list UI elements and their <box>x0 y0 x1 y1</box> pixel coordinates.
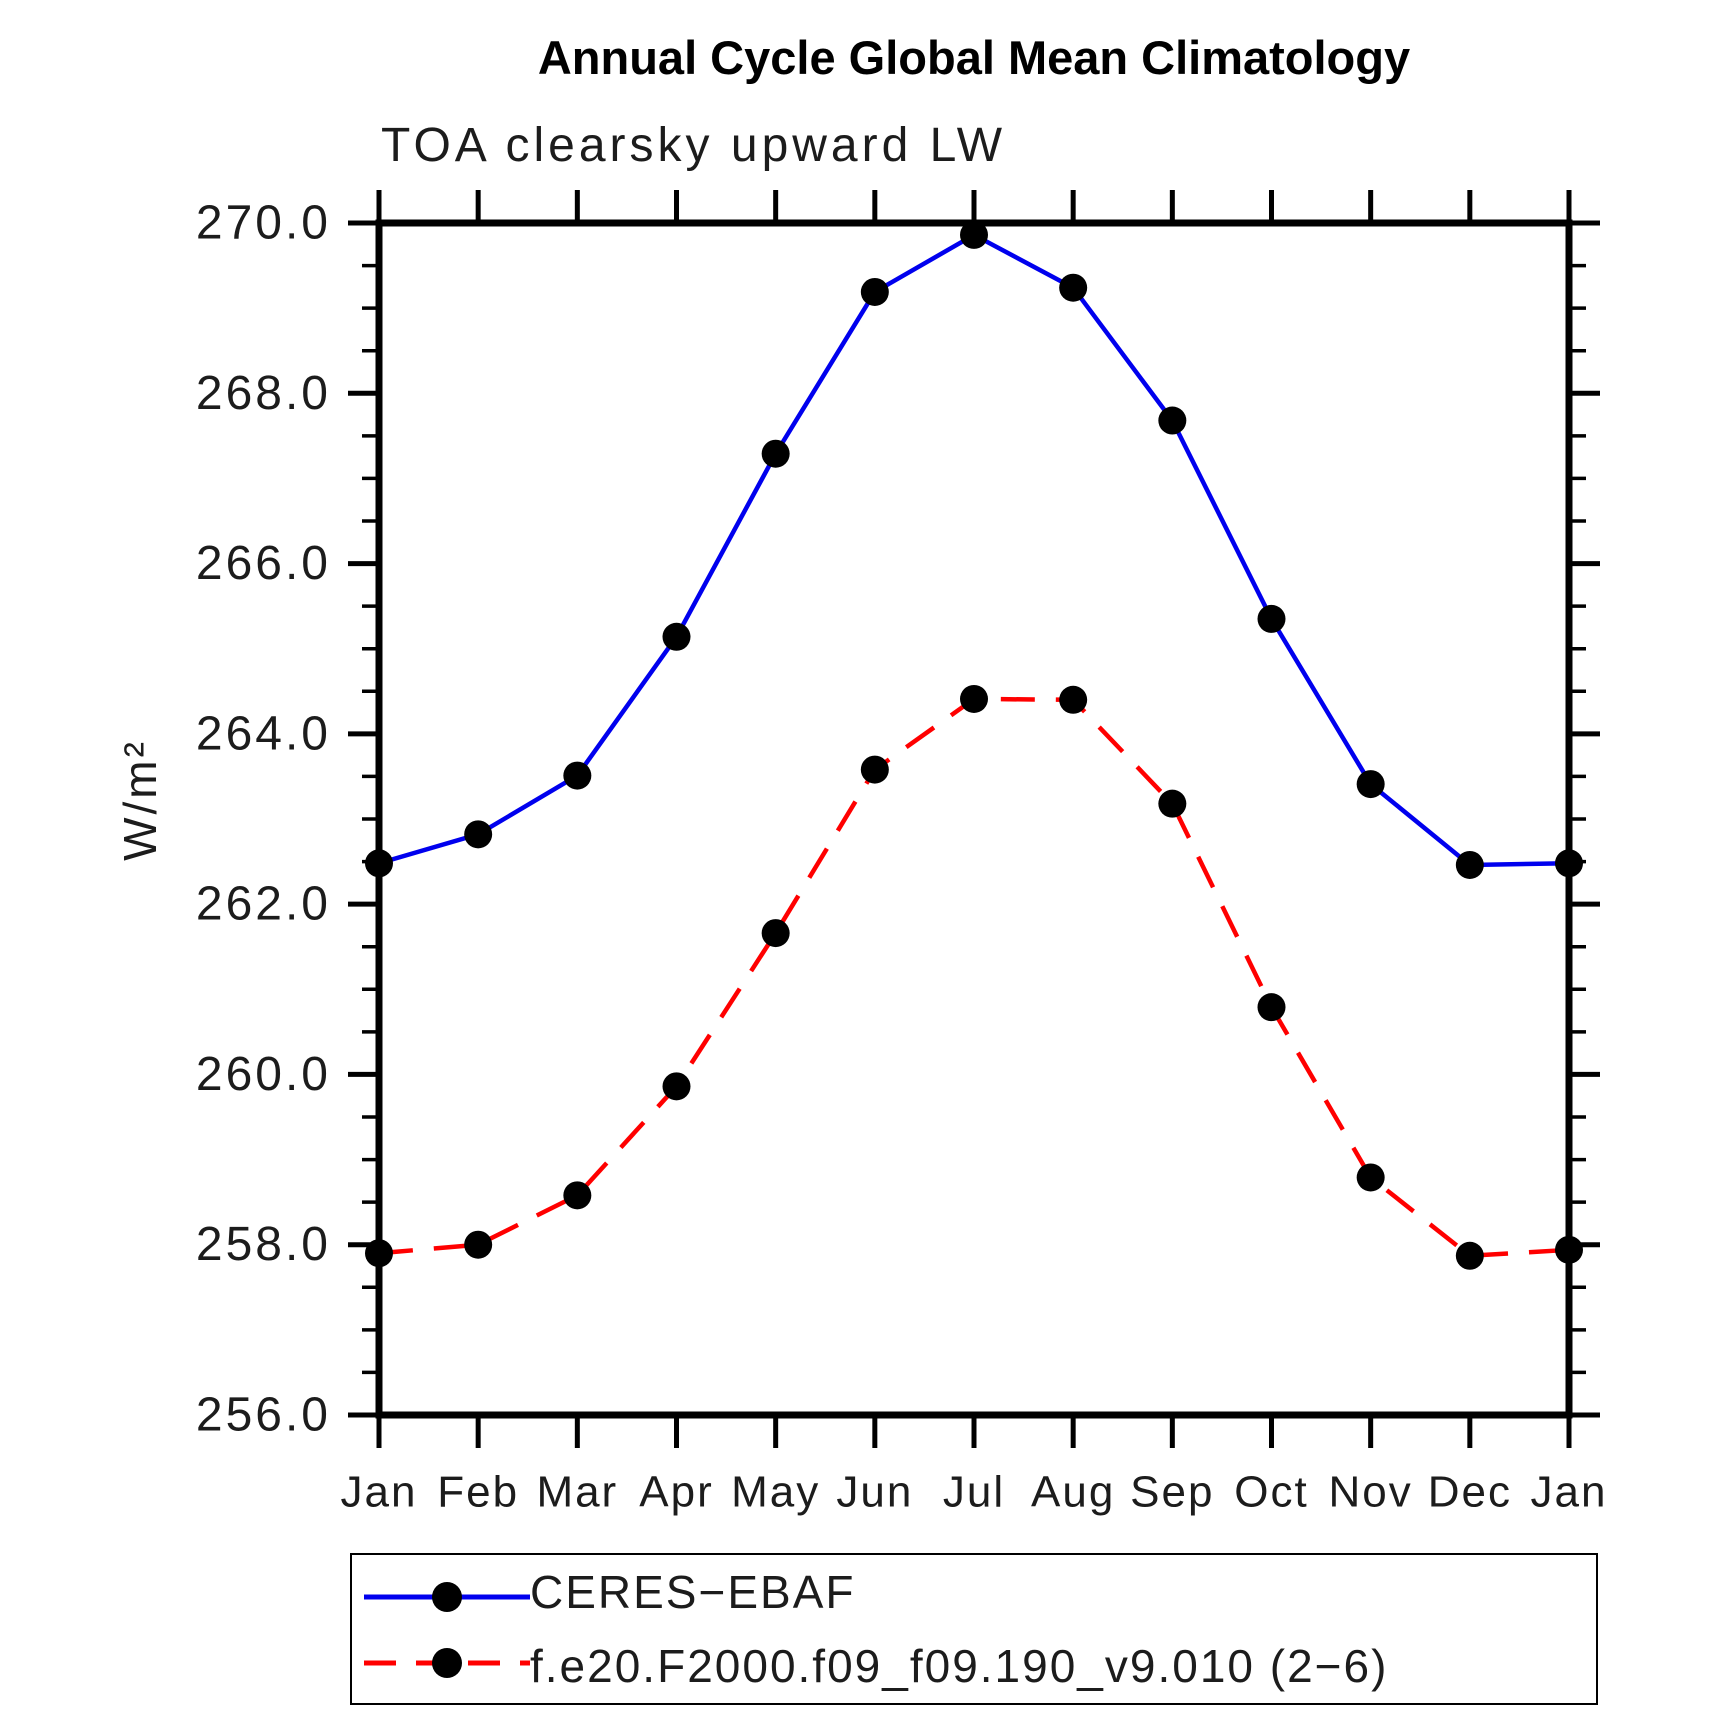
legend-marker-dot <box>432 1582 462 1612</box>
data-point-s0-10 <box>1356 770 1385 799</box>
y-tick-label: 260.0 <box>196 1048 331 1101</box>
data-point-s1-8 <box>1158 789 1187 818</box>
legend-label-ceres: CERES−EBAF <box>530 1566 856 1618</box>
series-line-1 <box>378 696 1570 1259</box>
data-point-s0-2 <box>563 761 592 790</box>
legend-sample-dashed-line <box>364 1648 530 1678</box>
series-line-0 <box>378 232 1570 868</box>
axes-frame <box>375 219 1573 1419</box>
x-tick-label: Sep <box>1130 1468 1214 1517</box>
data-point-s0-4 <box>761 439 790 468</box>
data-point-s0-6 <box>960 220 988 249</box>
data-point-s1-5 <box>860 755 889 784</box>
chart-subtitle: TOA clearsky upward LW <box>381 119 1007 172</box>
x-tick-label: Apr <box>639 1468 713 1517</box>
data-point-s1-0 <box>365 1239 393 1268</box>
data-point-s0-11 <box>1455 850 1484 879</box>
y-tick-label: 258.0 <box>196 1218 331 1271</box>
y-tick-label: 256.0 <box>196 1389 331 1442</box>
data-point-s1-2 <box>563 1181 592 1210</box>
y-tick-label: 268.0 <box>196 367 331 420</box>
legend-sample-solid-line <box>364 1582 530 1612</box>
data-point-s0-7 <box>1059 273 1088 302</box>
data-point-s1-9 <box>1257 993 1286 1022</box>
x-tick-label: Mar <box>536 1468 618 1517</box>
legend-row-model: f.e20.F2000.f09_f09.190_v9.010 (2−6) <box>352 1629 1596 1703</box>
x-tick-label: Jul <box>943 1468 1005 1517</box>
data-point-s1-7 <box>1059 685 1088 714</box>
y-tick-label: 266.0 <box>196 537 331 590</box>
data-point-s0-8 <box>1158 406 1187 435</box>
x-tick-label: Jun <box>836 1468 913 1517</box>
data-point-s1-12 <box>1555 1235 1583 1264</box>
data-point-s0-1 <box>464 820 493 849</box>
data-point-s1-1 <box>464 1230 493 1259</box>
x-tick-label: Aug <box>1031 1468 1115 1517</box>
data-point-s1-10 <box>1356 1163 1385 1192</box>
legend-label-model: f.e20.F2000.f09_f09.190_v9.010 (2−6) <box>530 1640 1389 1692</box>
y-tick-label: 270.0 <box>196 197 331 250</box>
data-point-s0-9 <box>1257 604 1286 633</box>
x-tick-label: Jan <box>1531 1468 1608 1517</box>
data-point-s0-5 <box>860 277 889 306</box>
x-tick-label: May <box>731 1468 820 1517</box>
legend-marker-dot <box>432 1648 462 1678</box>
x-tick-label: Oct <box>1234 1468 1308 1517</box>
data-point-s0-3 <box>662 622 691 651</box>
data-point-s0-0 <box>365 849 393 878</box>
chart-title: Annual Cycle Global Mean Climatology <box>537 31 1411 84</box>
data-point-s0-12 <box>1555 849 1583 878</box>
data-point-s1-3 <box>662 1072 691 1101</box>
legend-row-ceres: CERES−EBAF <box>352 1555 1596 1629</box>
legend-box: CERES−EBAF f.e20.F2000.f09_f09.190_v9.01… <box>350 1553 1598 1705</box>
y-tick-label: 264.0 <box>196 707 331 760</box>
data-point-s1-11 <box>1455 1241 1484 1270</box>
x-tick-label: Jan <box>341 1468 418 1517</box>
y-tick-label: 262.0 <box>196 878 331 931</box>
x-tick-label: Nov <box>1329 1468 1413 1517</box>
data-point-s1-6 <box>960 684 988 713</box>
x-tick-label: Feb <box>437 1468 519 1517</box>
x-tick-label: Dec <box>1428 1468 1512 1517</box>
data-point-s1-4 <box>761 919 790 948</box>
